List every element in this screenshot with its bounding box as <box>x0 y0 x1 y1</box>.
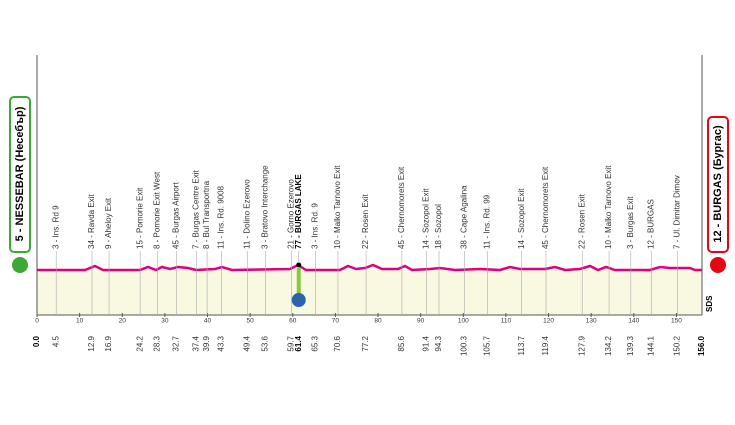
km-tick-label: 90 <box>417 318 425 325</box>
profile-line <box>37 263 702 272</box>
start-icon <box>12 257 28 273</box>
km-tick-label: 60 <box>289 318 297 325</box>
waypoint-km: 150.2 <box>672 335 681 356</box>
finish-label: 12 - BURGAS (Бургас) <box>712 125 724 243</box>
km-tick-label: 140 <box>628 318 639 325</box>
waypoint-km: 91.4 <box>422 335 431 351</box>
waypoint-label: 45 - Chernomorets Exit <box>541 166 550 249</box>
waypoint-km: 134.2 <box>604 335 613 356</box>
waypoint-km: 4.5 <box>51 335 60 347</box>
waypoint-km: 28.3 <box>153 335 162 351</box>
waypoint-label: 11 - Ins. Rd. 9008 <box>217 185 226 249</box>
waypoint-km: 119.4 <box>541 335 550 355</box>
waypoint-km: 144.1 <box>646 335 655 356</box>
waypoint-km: 70.6 <box>333 335 342 351</box>
waypoint-km: 77.2 <box>361 335 370 351</box>
waypoint-label: 9 - Aheloy Exit <box>104 197 113 249</box>
waypoint-km: 49.4 <box>243 335 252 351</box>
finish-km: 156.0 <box>697 335 706 356</box>
waypoint-label: 18 - Sozopol <box>434 204 443 249</box>
km-tick-label: 100 <box>458 318 469 325</box>
waypoint-km: 53.6 <box>261 335 270 351</box>
km-tick-label: 70 <box>332 318 340 325</box>
logo: SDS <box>705 295 714 312</box>
waypoint-label: 12 - BURGAS <box>646 199 655 249</box>
waypoint-km: 127.9 <box>577 335 586 356</box>
sprint-dot <box>296 262 302 268</box>
waypoint-km: 43.3 <box>217 335 226 351</box>
waypoint-label: 14 - Sozopol Exit <box>422 188 431 249</box>
waypoint-label: 3 - Bratovo Interchange <box>261 165 270 249</box>
waypoint-label: 22 - Rosen Exit <box>361 194 370 249</box>
start-label: 5 - NESSEBAR (Несебър) <box>14 106 26 241</box>
waypoint-km: 94.3 <box>434 335 443 351</box>
waypoint-label: 10 - Malko Tarnovo Exit <box>333 165 342 249</box>
finish-icon <box>710 257 726 273</box>
waypoint-label: 34 - Ravda Exit <box>87 194 96 249</box>
waypoint-label: 11 - Ins. Rd. 99 <box>483 194 492 249</box>
waypoint-km: 24.2 <box>135 335 144 351</box>
waypoint-label: 21 - Gorno Ezerovo <box>287 179 296 249</box>
waypoint-label: 7 - Ul. Dimitar Dimov <box>672 175 681 249</box>
km-tick-label: 50 <box>247 318 255 325</box>
waypoint-label: 14 - Sozopol Exit <box>517 188 526 249</box>
finish-box <box>707 116 729 253</box>
waypoint-km: 113.7 <box>517 335 526 355</box>
waypoint-label: 15 - Pomorie Exit <box>135 187 144 249</box>
km-tick-label: 120 <box>543 318 554 325</box>
km-tick-label: 40 <box>204 318 212 325</box>
km-tick-label: 30 <box>161 318 169 325</box>
waypoint-km: 16.9 <box>104 335 113 351</box>
waypoint-label: 3 - Ins. Rd 9 <box>51 205 60 249</box>
waypoint-label: 45 - Burgas Airport <box>172 182 181 249</box>
sprint-icon <box>291 293 306 307</box>
waypoint-km: 37.4 <box>192 335 201 351</box>
waypoint-km: 39.9 <box>202 335 211 351</box>
waypoint-km: 105.7 <box>483 335 492 356</box>
waypoint-km: 59.7 <box>287 335 296 351</box>
waypoint-label: 7 - Burgas Centre Exit <box>192 170 201 249</box>
waypoint-label: 3 - Ins. Rd. 9 <box>310 203 319 249</box>
start-km: 0.0 <box>32 335 41 347</box>
km-tick-label: 150 <box>671 318 682 325</box>
km-tick-label: 20 <box>119 318 127 325</box>
sprint-km: 61.4 <box>294 335 303 351</box>
km-tick-label: 0 <box>35 318 39 325</box>
waypoint-km: 100.3 <box>460 335 469 356</box>
km-tick-label: 10 <box>76 318 84 325</box>
waypoint-km: 65.3 <box>310 335 319 351</box>
waypoint-label: 8 - Bul Transportna <box>202 180 211 249</box>
waypoint-label: 10 - Malko Tarnovo Exit <box>604 165 613 249</box>
start-box <box>9 96 31 253</box>
profile-area <box>37 270 702 315</box>
waypoint-label: 8 - Pomorie Exit West <box>153 171 162 249</box>
sprint-label: 77 - BURGAS LAKE <box>294 174 303 249</box>
waypoint-label: 45 - Chernomorets Exit <box>397 166 406 249</box>
waypoint-km: 85.6 <box>397 335 406 351</box>
sprint-bar <box>296 268 301 296</box>
waypoint-label: 3 - Burgas Exit <box>626 196 635 249</box>
waypoint-km: 139.3 <box>626 335 635 356</box>
waypoint-km: 12.9 <box>87 335 96 351</box>
waypoint-label: 22 - Rosen Exit <box>577 194 586 249</box>
km-tick-label: 110 <box>501 318 512 325</box>
waypoint-km: 32.7 <box>172 335 181 351</box>
km-tick-label: 130 <box>586 318 597 325</box>
waypoint-label: 38 - Cape Agalina <box>460 185 469 249</box>
km-tick-label: 80 <box>374 318 382 325</box>
waypoint-label: 11 - Dolino Ezerovo <box>243 179 252 249</box>
